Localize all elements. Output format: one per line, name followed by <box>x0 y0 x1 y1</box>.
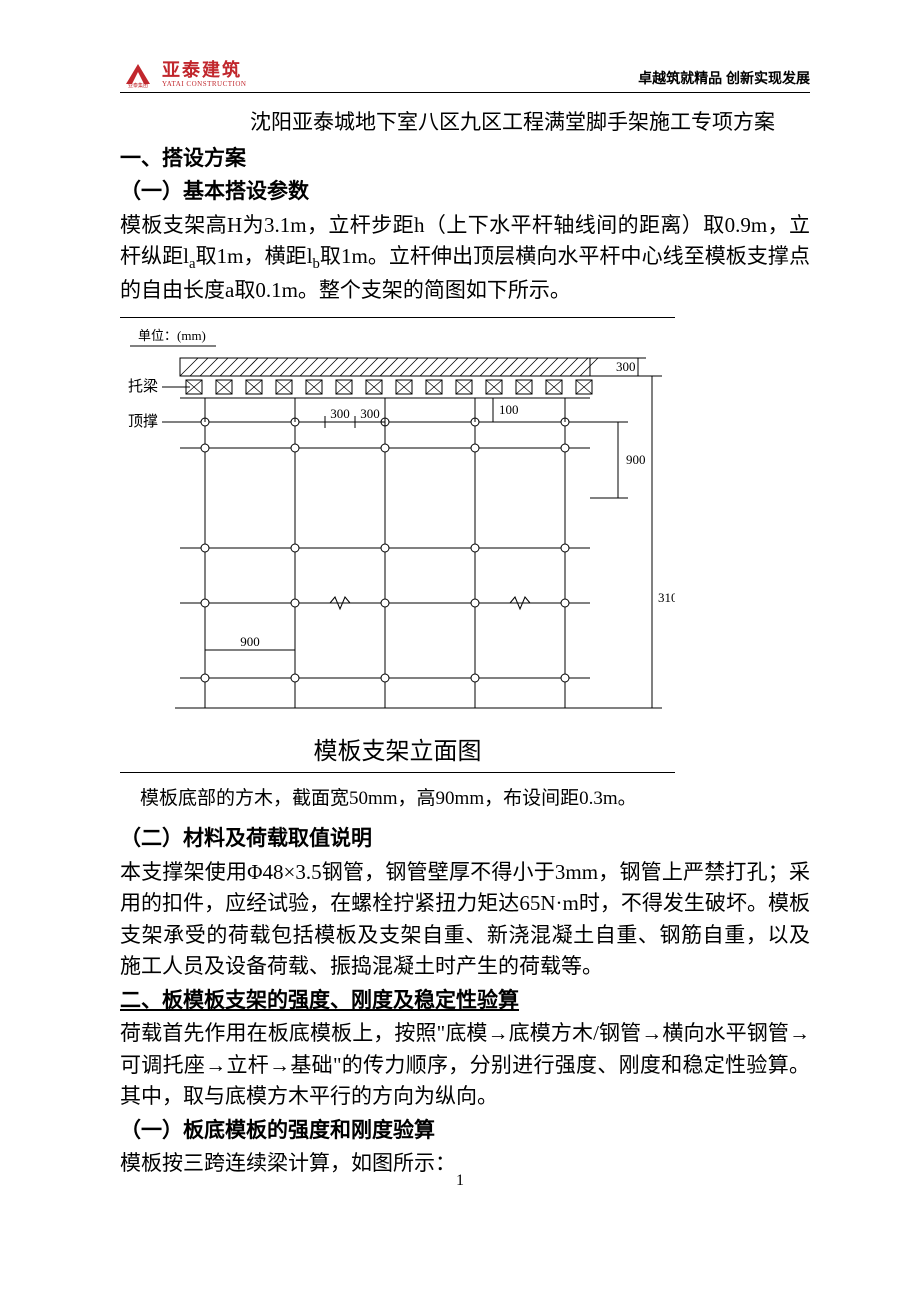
svg-text:单位：(mm): 单位：(mm) <box>138 328 206 343</box>
svg-text:顶撑: 顶撑 <box>128 413 158 430</box>
p1-sub-b: b <box>313 256 320 272</box>
svg-text:300: 300 <box>330 406 350 421</box>
document-page: 亚泰集团 亚泰建筑 YATAI CONSTRUCTION 卓越筑就精品 创新实现… <box>0 0 920 1220</box>
paragraph-3: 本支撑架使用Φ48×3.5钢管，钢管壁厚不得小于3mm，钢管上严禁打孔；采用的扣… <box>120 857 810 983</box>
document-title: 沈阳亚泰城地下室八区九区工程满堂脚手架施工专项方案 <box>120 107 810 139</box>
svg-text:300: 300 <box>360 406 380 421</box>
logo-block: 亚泰集团 亚泰建筑 YATAI CONSTRUCTION <box>120 60 246 88</box>
header-slogan: 卓越筑就精品 创新实现发展 <box>638 68 810 88</box>
paragraph-4: 荷载首先作用在板底模板上，按照"底模→底模方木/钢管→横向水平钢管→可调托座→立… <box>120 1018 810 1113</box>
p1-b: 取1m，横距l <box>196 244 313 268</box>
heading-1-1: （一）基本搭设参数 <box>120 176 810 208</box>
page-number: 1 <box>0 1172 920 1190</box>
logo-text-wrap: 亚泰建筑 YATAI CONSTRUCTION <box>162 61 246 88</box>
heading-2: 二、板模板支架的强度、刚度及稳定性验算 <box>120 985 810 1017</box>
page-header: 亚泰集团 亚泰建筑 YATAI CONSTRUCTION 卓越筑就精品 创新实现… <box>120 60 810 93</box>
svg-text:300: 300 <box>616 359 636 374</box>
scaffold-elevation-diagram: 单位：(mm) 托梁顶撑 300 300 100 300 900 3100 900 <box>120 317 675 718</box>
logo-icon: 亚泰集团 <box>120 60 156 88</box>
paragraph-1: 模板支架高H为3.1m，立杆步距h（上下水平杆轴线间的距离）取0.9m，立杆纵距… <box>120 210 810 307</box>
heading-1-2: （二）材料及荷载取值说明 <box>120 823 810 855</box>
heading-2-1: （一）板底模板的强度和刚度验算 <box>120 1115 810 1147</box>
diagram-wrapper: 单位：(mm) 托梁顶撑 300 300 100 300 900 3100 900 模板支架立面… <box>120 317 810 773</box>
paragraph-2: 模板底部的方木，截面宽50mm，高90mm，布设间距0.3m。 <box>120 785 810 814</box>
heading-1: 一、搭设方案 <box>120 143 810 175</box>
svg-text:900: 900 <box>240 634 260 649</box>
logo-text-en: YATAI CONSTRUCTION <box>162 81 246 88</box>
svg-text:托梁: 托梁 <box>128 378 158 395</box>
svg-text:100: 100 <box>499 402 519 417</box>
svg-text:900: 900 <box>626 452 646 467</box>
diagram-caption: 模板支架立面图 <box>120 723 675 773</box>
svg-text:3100: 3100 <box>658 590 675 605</box>
logo-text-cn: 亚泰建筑 <box>162 61 246 79</box>
